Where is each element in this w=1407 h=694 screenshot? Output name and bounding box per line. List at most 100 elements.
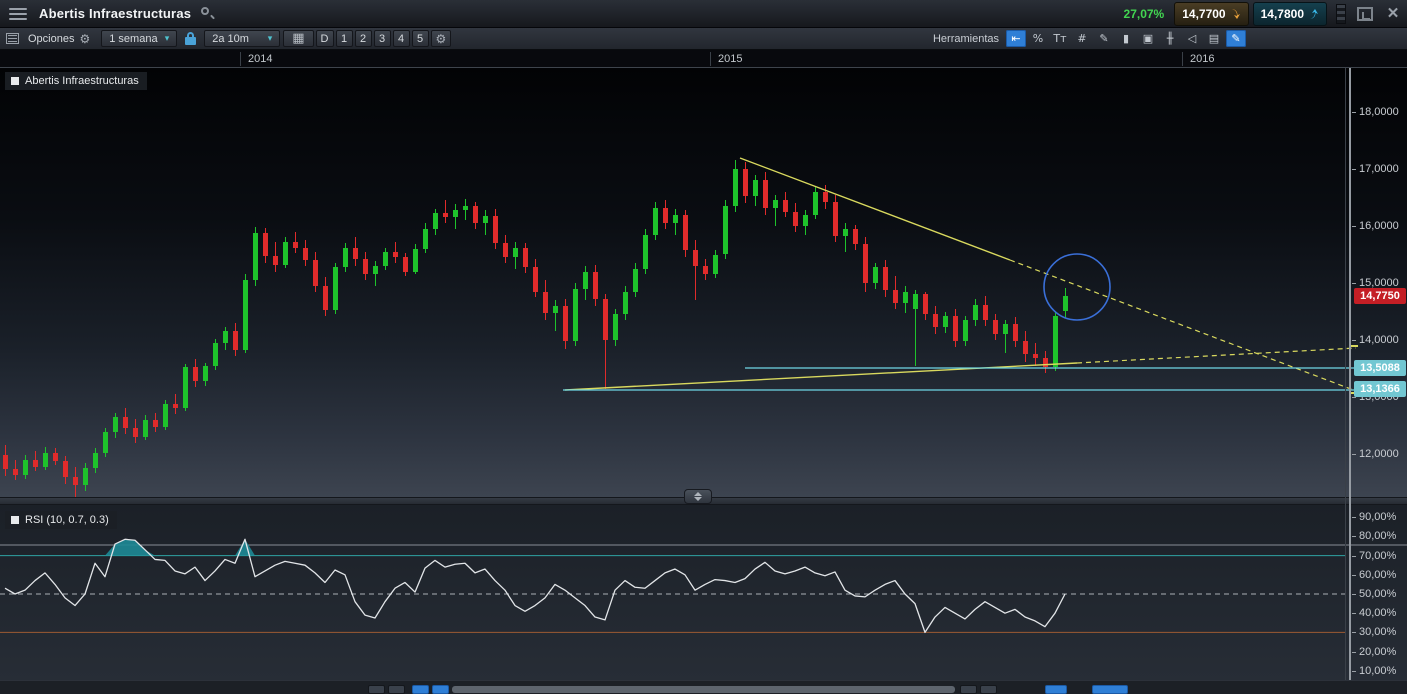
candle-body xyxy=(843,228,848,237)
candle-body xyxy=(653,207,658,235)
candle-body xyxy=(883,267,888,290)
percent-scale-icon[interactable]: % xyxy=(1032,32,1044,45)
candle-body xyxy=(1053,316,1058,368)
range-dropdown[interactable]: 2a 10m ▾ xyxy=(204,30,281,47)
indicator-icon[interactable]: ╫ xyxy=(1166,32,1174,45)
candle-wick xyxy=(695,240,696,301)
menu-icon[interactable] xyxy=(9,7,27,20)
candle-body xyxy=(513,247,518,258)
text-tool-icon[interactable]: Tᴛ xyxy=(1053,32,1067,45)
year-separator-tick xyxy=(710,52,711,66)
price-tick xyxy=(1352,397,1356,398)
rsi-legend[interactable]: RSI (10, 0.7, 0.3) xyxy=(5,511,117,529)
buy-price-button[interactable]: 14,7800 xyxy=(1252,1,1327,26)
interval-button-3[interactable]: 3 xyxy=(373,30,391,47)
candle-body xyxy=(323,285,328,311)
sell-price-button[interactable]: 14,7700 xyxy=(1174,1,1249,26)
scrollbar-right-button[interactable] xyxy=(980,685,997,694)
search-icon[interactable] xyxy=(201,7,216,20)
scrollbar-thumb[interactable] xyxy=(452,686,955,693)
trendline-axis-mark xyxy=(1349,345,1358,347)
options-gear-icon: ⚙ xyxy=(79,31,91,46)
candle-body xyxy=(433,213,438,229)
scrollbar-left-button[interactable] xyxy=(368,685,385,694)
candle-body xyxy=(753,180,758,197)
candle-body xyxy=(463,206,468,211)
price-axis-slider[interactable] xyxy=(1349,68,1351,680)
price-tick-label: 15,0000 xyxy=(1359,277,1399,289)
scrollbar-left-button[interactable] xyxy=(432,685,449,694)
candle-body xyxy=(223,331,228,343)
scrollbar-right-button[interactable] xyxy=(960,685,977,694)
descending-trendline-projection xyxy=(1009,259,1357,392)
candle-body xyxy=(133,428,138,437)
time-axis[interactable]: 2014 2015 2016 xyxy=(0,50,1407,68)
candle-body xyxy=(183,367,188,409)
candlestick-style-icon[interactable]: ▮ xyxy=(1122,32,1130,45)
plot-right-border xyxy=(1345,68,1346,680)
circle-annotation xyxy=(1043,253,1111,321)
candle-body xyxy=(903,291,908,303)
interval-button-1[interactable]: 1 xyxy=(335,30,353,47)
restore-window-icon[interactable] xyxy=(1357,6,1373,21)
candle-body xyxy=(623,291,628,315)
candle-body xyxy=(73,476,78,485)
scrollbar-left-button[interactable] xyxy=(412,685,429,694)
scrollbar-right-button[interactable] xyxy=(1045,685,1067,694)
interval-button-4[interactable]: 4 xyxy=(392,30,410,47)
candle-body xyxy=(3,455,8,469)
candle-wick xyxy=(1005,320,1006,354)
scrollbar-left-button[interactable] xyxy=(388,685,405,694)
timeframe-dropdown[interactable]: 1 semana ▾ xyxy=(101,30,178,47)
candle-body xyxy=(773,200,778,208)
edit-orders-icon[interactable]: ✎ xyxy=(1226,30,1246,47)
close-icon[interactable]: ✕ xyxy=(1386,4,1400,22)
lock-icon[interactable] xyxy=(185,32,197,45)
cursor-tool-icon[interactable]: ⇤ xyxy=(1006,30,1026,47)
rsi-tick xyxy=(1352,536,1356,538)
eraser-icon[interactable]: ◁ xyxy=(1187,32,1197,45)
candle-body xyxy=(313,260,318,286)
calendar-icon[interactable]: ▦ xyxy=(283,30,314,47)
price-tick xyxy=(1352,226,1356,227)
options-button[interactable]: Opciones ⚙ xyxy=(21,30,97,47)
news-list-icon[interactable] xyxy=(6,33,19,44)
candle-body xyxy=(593,271,598,299)
year-label: 2016 xyxy=(1190,53,1215,65)
chevron-down-icon: ▾ xyxy=(267,33,273,43)
candle-body xyxy=(293,241,298,248)
print-icon[interactable]: ▤ xyxy=(1208,32,1220,45)
candle-body xyxy=(63,460,68,477)
candle-body xyxy=(23,459,28,476)
interval-button-5[interactable]: 5 xyxy=(411,30,429,47)
candle-body xyxy=(913,294,918,309)
interval-settings-gear-icon[interactable]: ⚙ xyxy=(430,30,452,47)
change-percent: 27,07% xyxy=(1123,6,1165,21)
interval-button-2[interactable]: 2 xyxy=(354,30,372,47)
rsi-tick xyxy=(1352,517,1356,519)
candle-body xyxy=(303,247,308,261)
rsi-tick xyxy=(1352,632,1356,634)
main-chart-legend[interactable]: Abertis Infraestructuras xyxy=(5,72,147,90)
sell-arrow-icon xyxy=(1231,8,1241,20)
interval-button-d[interactable]: D xyxy=(315,30,334,47)
price-tick-label: 14,0000 xyxy=(1359,334,1399,346)
candle-body xyxy=(1013,324,1018,342)
candle-body xyxy=(193,367,198,382)
horizontal-scrollbar[interactable] xyxy=(0,680,1407,694)
grid-icon[interactable]: # xyxy=(1077,32,1087,45)
candle-body xyxy=(353,247,358,260)
level-price-badge: 13,1366 xyxy=(1354,381,1406,398)
candle-body xyxy=(543,291,548,313)
splitter-handle[interactable] xyxy=(684,489,712,504)
draw-tool-icon[interactable]: ✎ xyxy=(1099,32,1109,45)
candle-body xyxy=(793,211,798,226)
rsi-legend-label: RSI (10, 0.7, 0.3) xyxy=(25,514,109,526)
windows-cascade-icon[interactable]: ▣ xyxy=(1142,32,1154,45)
panel-grip-handle[interactable] xyxy=(1336,3,1346,24)
scrollbar-right-button[interactable] xyxy=(1092,685,1128,694)
price-tick xyxy=(1352,340,1356,341)
year-label: 2014 xyxy=(248,53,273,65)
